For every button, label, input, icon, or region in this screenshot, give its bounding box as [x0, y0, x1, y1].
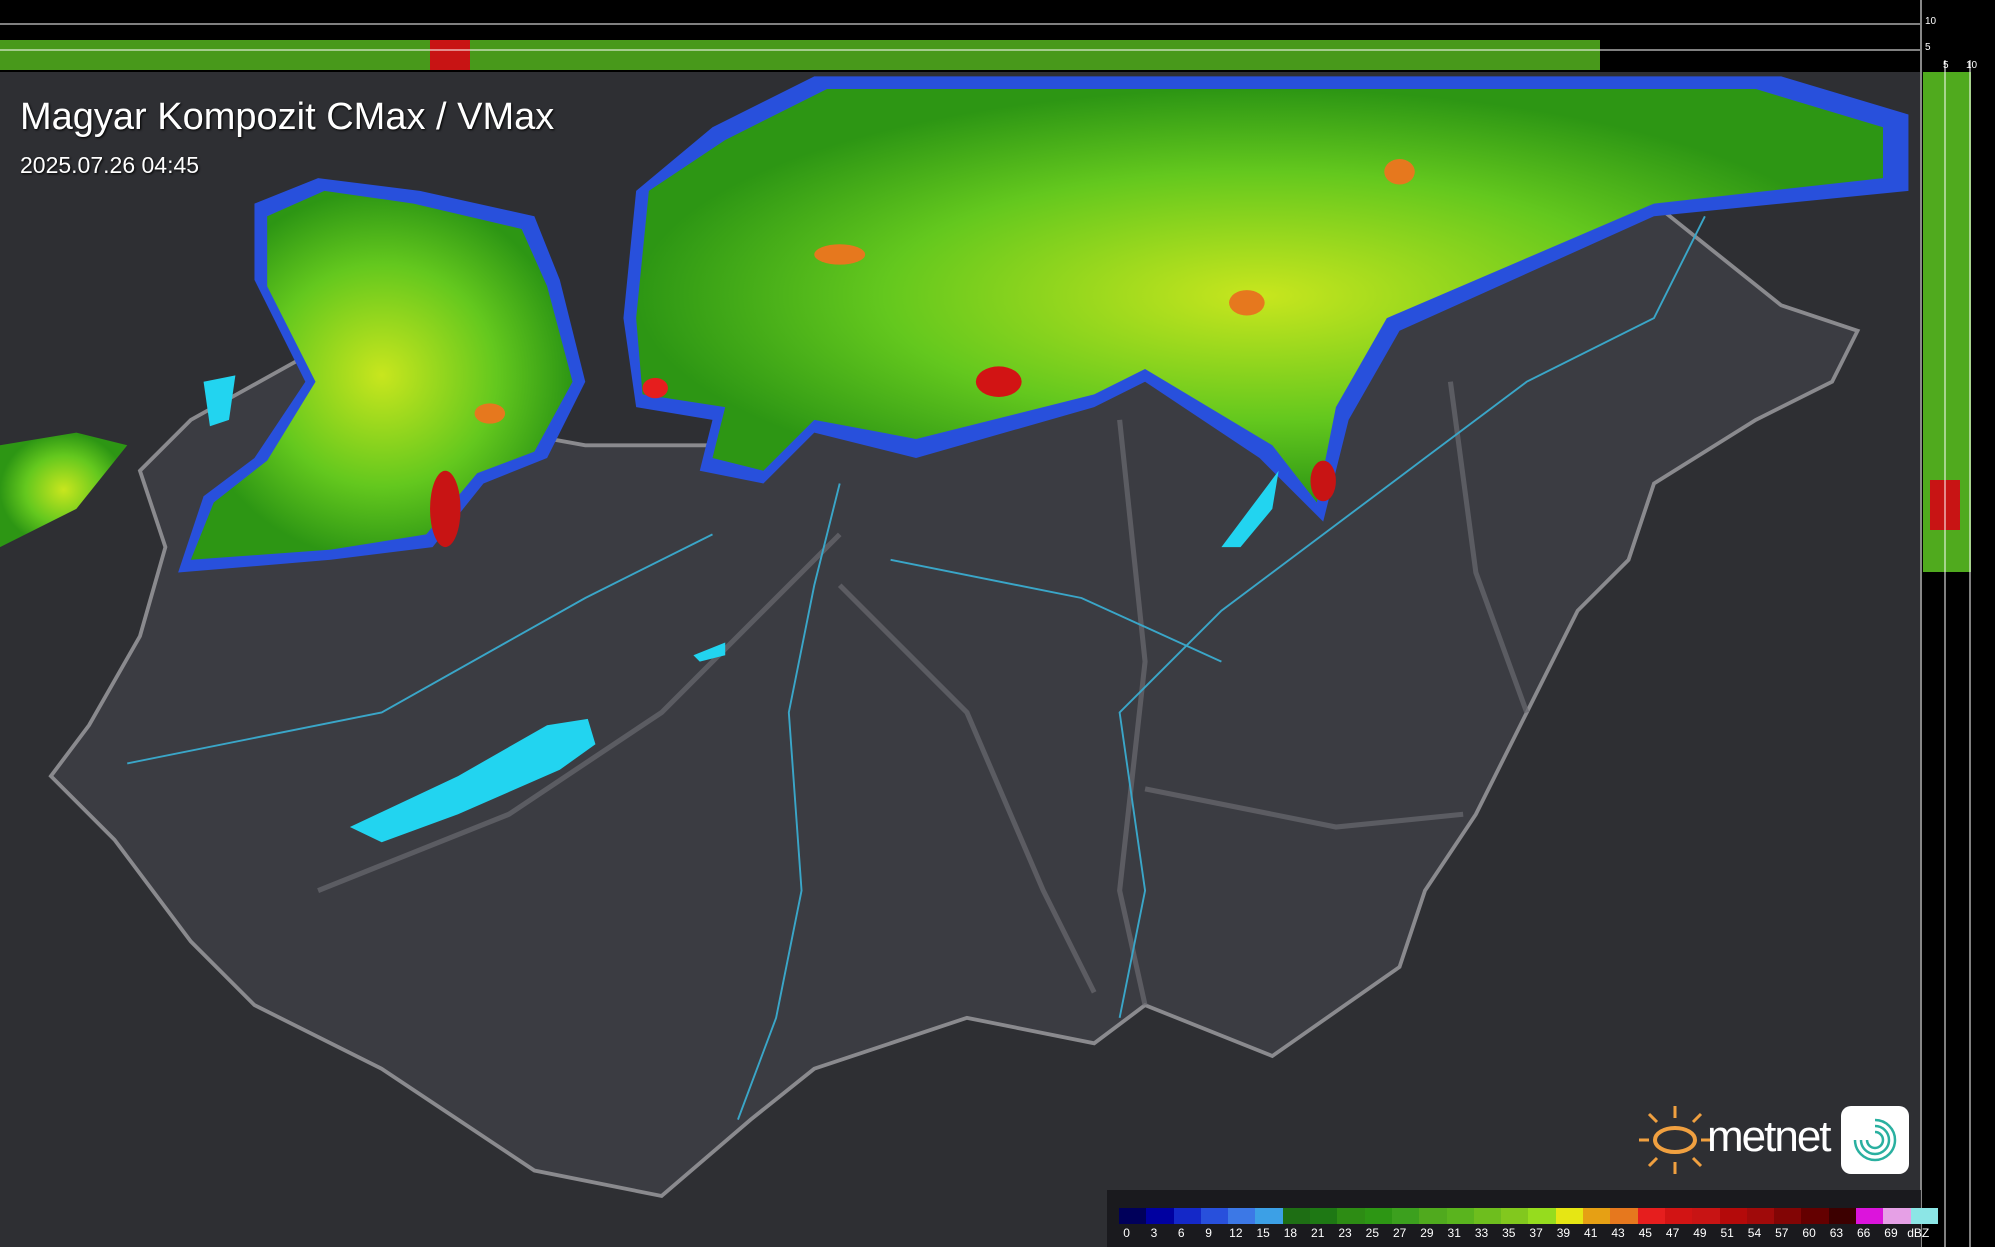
legend-swatch [1310, 1208, 1338, 1224]
legend-labels: 0 3 6 9 12 15 18 21 23 25 27 29 31 33 35 37 39 41 43 45 47 49… [1113, 1226, 1932, 1240]
legend-label: 41 [1584, 1226, 1598, 1240]
legend-swatch [1119, 1208, 1147, 1224]
legend-swatch [1501, 1208, 1529, 1224]
rivers [127, 215, 1706, 1120]
legend-label: 43 [1611, 1226, 1625, 1240]
legend-swatch [1391, 1208, 1420, 1224]
legend-swatch [1282, 1208, 1311, 1224]
profile-axis-label: 10 [1925, 16, 1937, 27]
legend-label: 66 [1856, 1226, 1871, 1240]
profile-top-core [430, 40, 470, 70]
legend-label: 31 [1447, 1226, 1461, 1240]
legend-swatch [1555, 1208, 1584, 1224]
profile-axis-label: 5 [1925, 42, 1931, 53]
legend-label: 21 [1311, 1226, 1325, 1240]
legend-label: 23 [1338, 1226, 1352, 1240]
legend-label: 3 [1150, 1226, 1158, 1240]
legend-swatch [1856, 1208, 1884, 1224]
legend-swatch [1419, 1208, 1447, 1224]
legend-label: 47 [1665, 1226, 1680, 1240]
legend-label: 25 [1365, 1226, 1379, 1240]
legend-label: 49 [1693, 1226, 1707, 1240]
legend-swatch [1583, 1208, 1611, 1224]
legend-label: 18 [1283, 1226, 1298, 1240]
legend-swatch [1774, 1208, 1802, 1224]
legend-swatch [1664, 1208, 1693, 1224]
legend-label: 37 [1529, 1226, 1543, 1240]
profile-top-echoes [0, 40, 1600, 70]
legend-label: 57 [1775, 1226, 1789, 1240]
legend-swatch [1364, 1208, 1392, 1224]
radar-echoes [0, 76, 1909, 573]
legend-label: 29 [1420, 1226, 1434, 1240]
radar-swirl-icon [1841, 1106, 1909, 1174]
legend-swatch [1610, 1208, 1638, 1224]
legend-swatch [1637, 1208, 1665, 1224]
legend-label: 54 [1747, 1226, 1762, 1240]
profile-axis-label: 10 [1966, 60, 1978, 71]
legend-label: 51 [1720, 1226, 1734, 1240]
legend-swatch [1528, 1208, 1556, 1224]
legend-label: 15 [1256, 1226, 1270, 1240]
legend-swatch [1746, 1208, 1775, 1224]
legend-unit: dBZ [1907, 1226, 1930, 1240]
legend-swatch [1473, 1208, 1502, 1224]
legend-swatch [1719, 1208, 1747, 1224]
legend-swatch [1910, 1208, 1938, 1224]
legend-label: 33 [1474, 1226, 1489, 1240]
legend-swatch [1255, 1208, 1283, 1224]
legend-swatch [1337, 1208, 1365, 1224]
logo-text: metnet [1707, 1112, 1832, 1161]
legend-swatch [1692, 1208, 1720, 1224]
legend-label: 69 [1884, 1226, 1898, 1240]
legend-color-bar [1119, 1208, 1938, 1224]
legend-swatch [1446, 1208, 1474, 1224]
legend-label: 39 [1556, 1226, 1571, 1240]
map-title: Magyar Kompozit CMax / VMax [20, 96, 555, 138]
legend-swatch [1173, 1208, 1201, 1224]
map-timestamp: 2025.07.26 04:45 [20, 152, 200, 178]
legend-swatch [1801, 1208, 1829, 1224]
dbz-color-legend: 0 3 6 9 12 15 18 21 23 25 27 29 31 33 35 37 39 41 43 45 47 49… [1107, 1190, 1938, 1247]
sun-icon [1639, 1106, 1711, 1174]
legend-swatch [1146, 1208, 1174, 1224]
legend-label: 45 [1638, 1226, 1652, 1240]
legend-swatch [1200, 1208, 1229, 1224]
legend-label: 60 [1802, 1226, 1816, 1240]
county-borders [317, 381, 1530, 1006]
profile-axis-label: 5 [1943, 60, 1949, 71]
legend-label: 0 [1123, 1226, 1130, 1240]
legend-swatch [1228, 1208, 1256, 1224]
legend-label: 63 [1829, 1226, 1844, 1240]
legend-swatch [1883, 1208, 1911, 1224]
metnet-logo: metnet [1635, 1102, 1910, 1178]
legend-label: 6 [1177, 1226, 1185, 1240]
legend-swatch [1828, 1208, 1857, 1224]
legend-label: 12 [1229, 1226, 1243, 1240]
legend-label: 27 [1392, 1226, 1407, 1240]
legend-label: 9 [1205, 1226, 1212, 1240]
legend-label: 35 [1502, 1226, 1516, 1240]
